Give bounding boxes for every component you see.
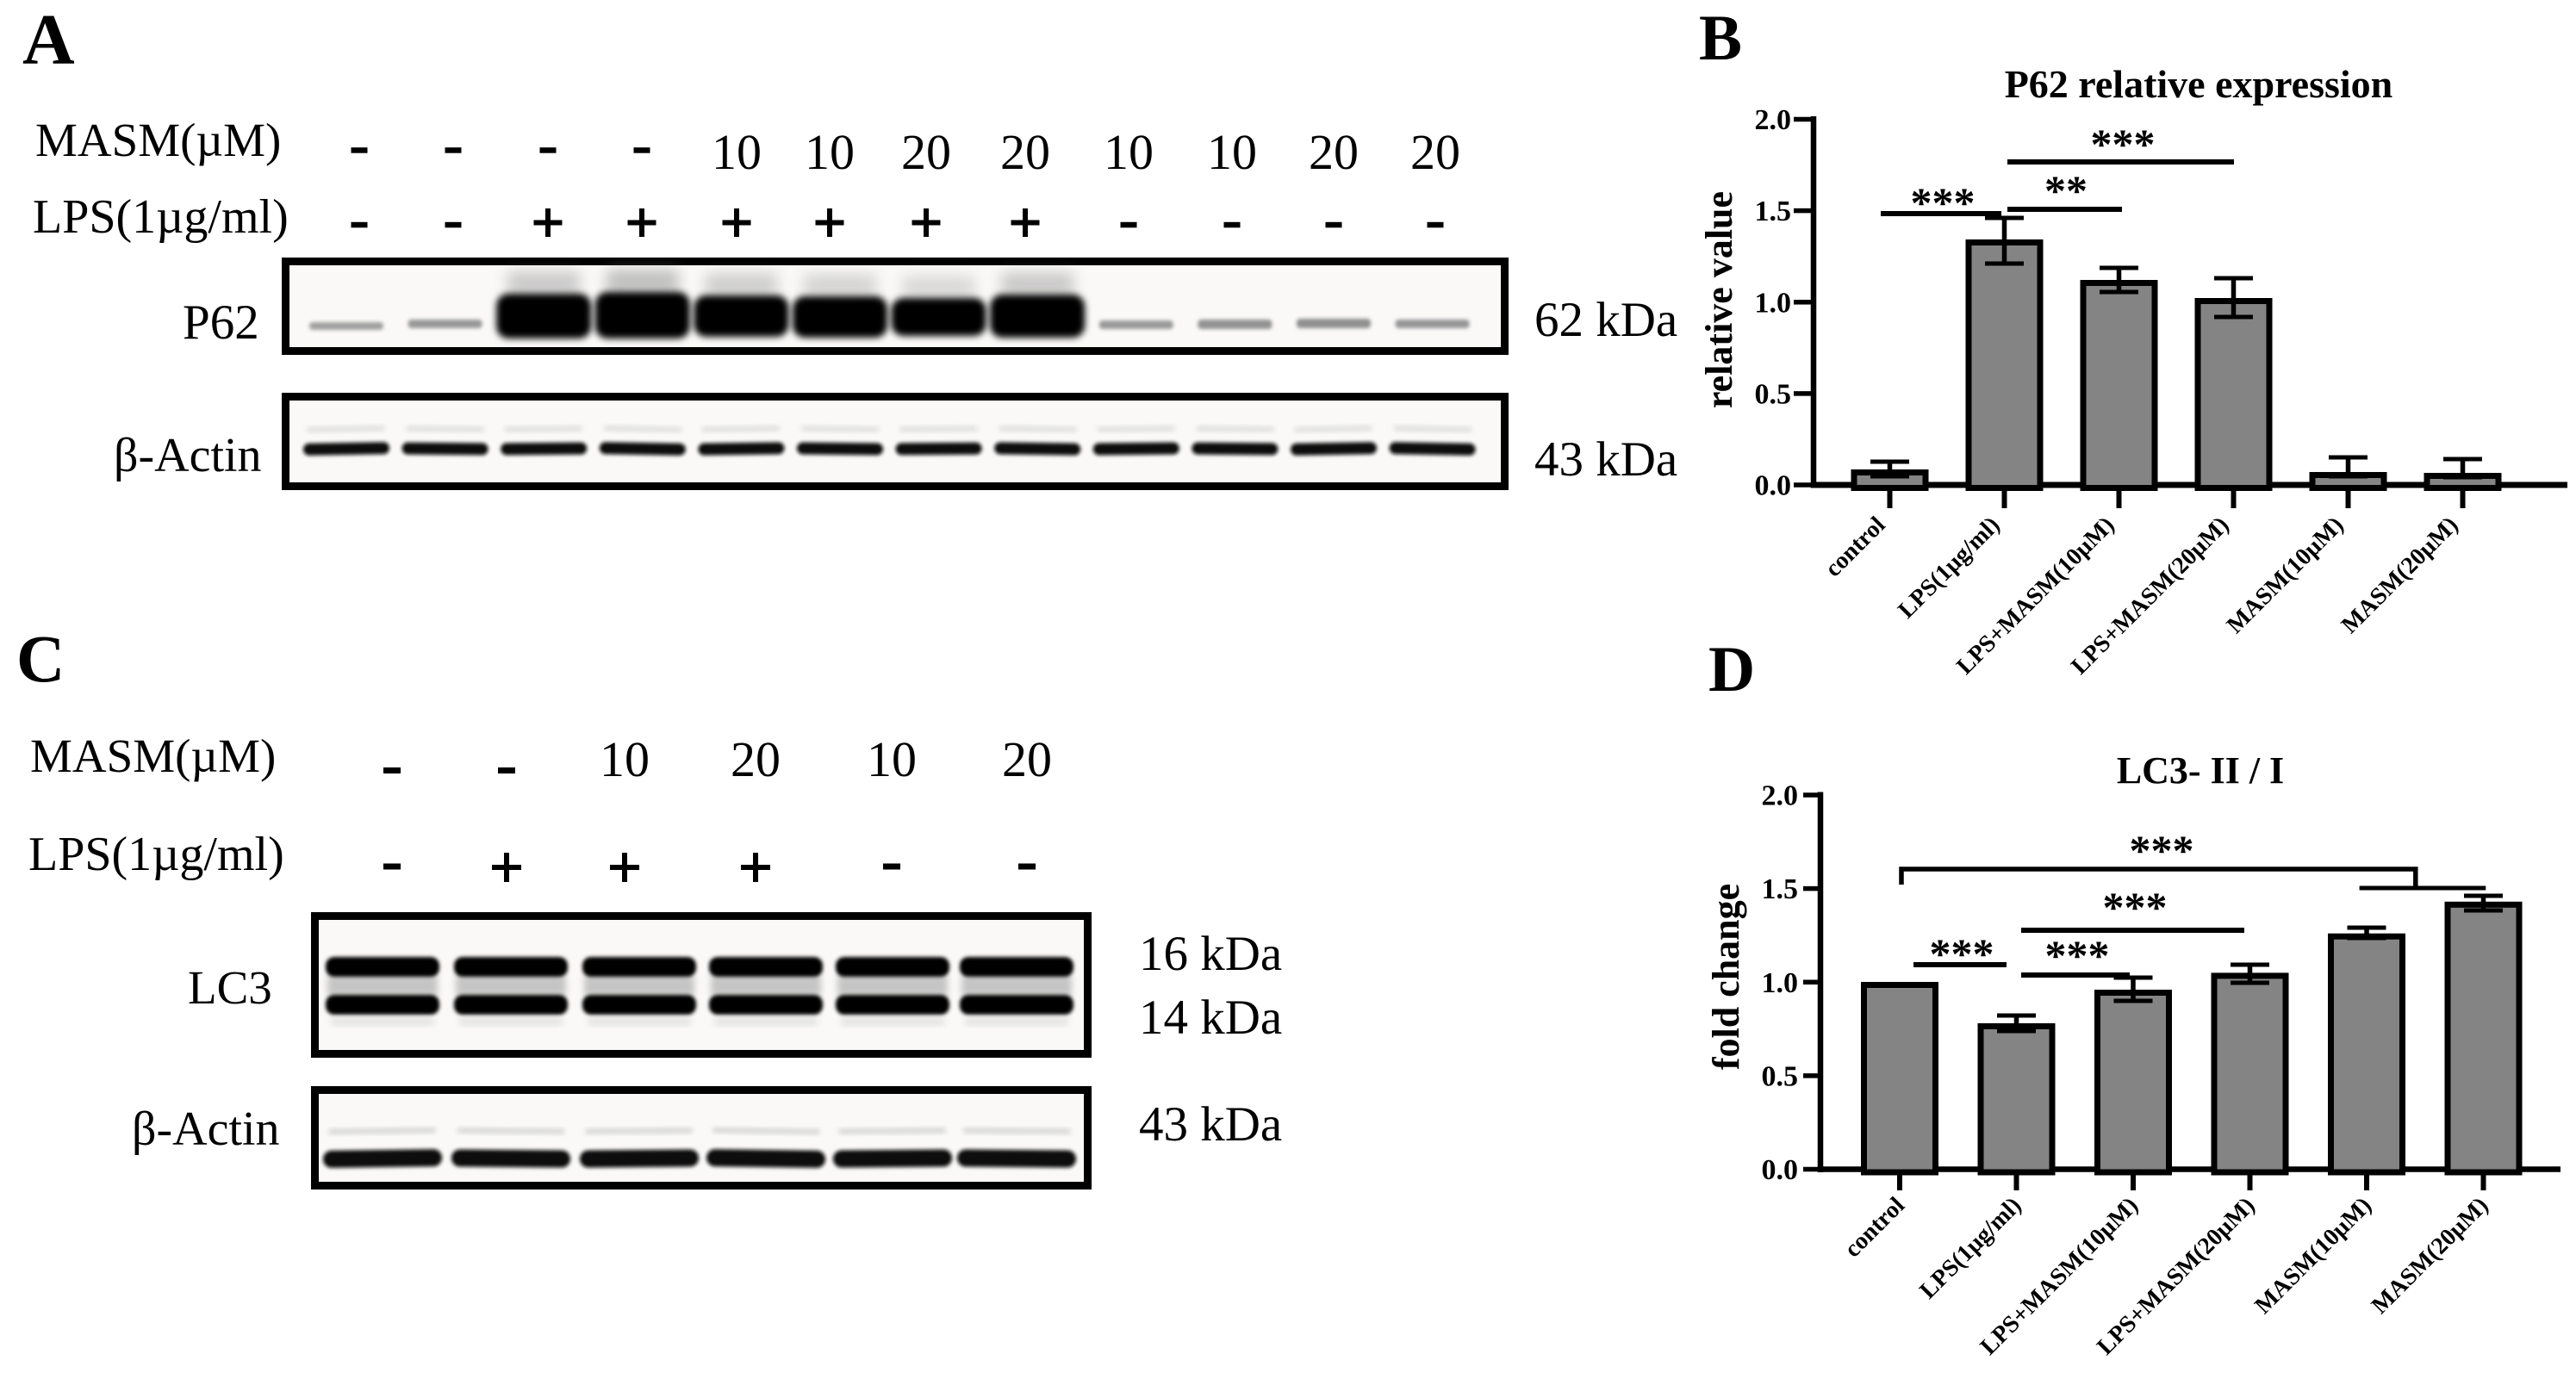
svg-text:20: 20: [1002, 731, 1052, 787]
svg-text:B: B: [1699, 3, 1742, 74]
svg-text:***: ***: [2103, 883, 2168, 931]
svg-text:1.0: 1.0: [1755, 287, 1792, 319]
svg-text:P62: P62: [183, 295, 259, 350]
svg-text:1.0: 1.0: [1762, 967, 1799, 999]
svg-text:10: 10: [1104, 124, 1154, 180]
svg-text:43 kDa: 43 kDa: [1534, 432, 1677, 487]
svg-text:0.0: 0.0: [1762, 1154, 1799, 1186]
svg-text:***: ***: [2091, 120, 2156, 168]
svg-text:β-Actin: β-Actin: [132, 1103, 280, 1156]
svg-text:62 kDa: 62 kDa: [1534, 293, 1677, 347]
svg-text:**: **: [2044, 166, 2088, 214]
svg-text:14 kDa: 14 kDa: [1139, 991, 1282, 1045]
svg-text:LC3: LC3: [188, 961, 272, 1014]
svg-text:LPS(1µg/ml): LPS(1µg/ml): [28, 828, 284, 881]
svg-text:10: 10: [1207, 124, 1257, 180]
svg-text:2.0: 2.0: [1755, 104, 1792, 136]
svg-text:1.5: 1.5: [1762, 873, 1799, 905]
svg-text:fold change: fold change: [1705, 884, 1747, 1070]
svg-text:D: D: [1708, 634, 1755, 705]
svg-text:10: 10: [712, 124, 762, 180]
svg-text:20: 20: [1000, 124, 1050, 180]
svg-text:MASM(µM): MASM(µM): [30, 730, 276, 782]
svg-text:20: 20: [1309, 124, 1359, 180]
svg-text:20: 20: [901, 124, 951, 180]
svg-text:2.0: 2.0: [1762, 780, 1799, 812]
svg-text:20: 20: [1410, 124, 1460, 180]
svg-text:MASM(µM): MASM(µM): [35, 114, 281, 166]
svg-text:LC3- II / I: LC3- II / I: [2117, 749, 2284, 792]
svg-text:C: C: [16, 621, 65, 696]
svg-text:16 kDa: 16 kDa: [1139, 927, 1282, 981]
svg-text:0.5: 0.5: [1755, 378, 1792, 410]
svg-text:***: ***: [2045, 931, 2110, 979]
svg-text:***: ***: [1930, 929, 1994, 978]
svg-text:LPS(1µg/ml): LPS(1µg/ml): [33, 190, 289, 244]
svg-text:10: 10: [867, 731, 917, 787]
svg-text:relative value: relative value: [1698, 191, 1740, 408]
svg-text:P62 relative expression: P62 relative expression: [2005, 62, 2393, 106]
svg-text:***: ***: [1911, 178, 1976, 227]
svg-text:10: 10: [600, 731, 650, 787]
svg-text:β-Actin: β-Actin: [114, 429, 262, 482]
svg-text:20: 20: [731, 731, 781, 787]
svg-text:0.0: 0.0: [1755, 470, 1792, 502]
svg-text:1.5: 1.5: [1755, 196, 1792, 227]
svg-text:A: A: [22, 0, 75, 80]
svg-text:10: 10: [805, 124, 855, 180]
svg-text:0.5: 0.5: [1762, 1060, 1799, 1092]
svg-text:43 kDa: 43 kDa: [1139, 1097, 1282, 1152]
svg-text:***: ***: [2130, 826, 2194, 874]
